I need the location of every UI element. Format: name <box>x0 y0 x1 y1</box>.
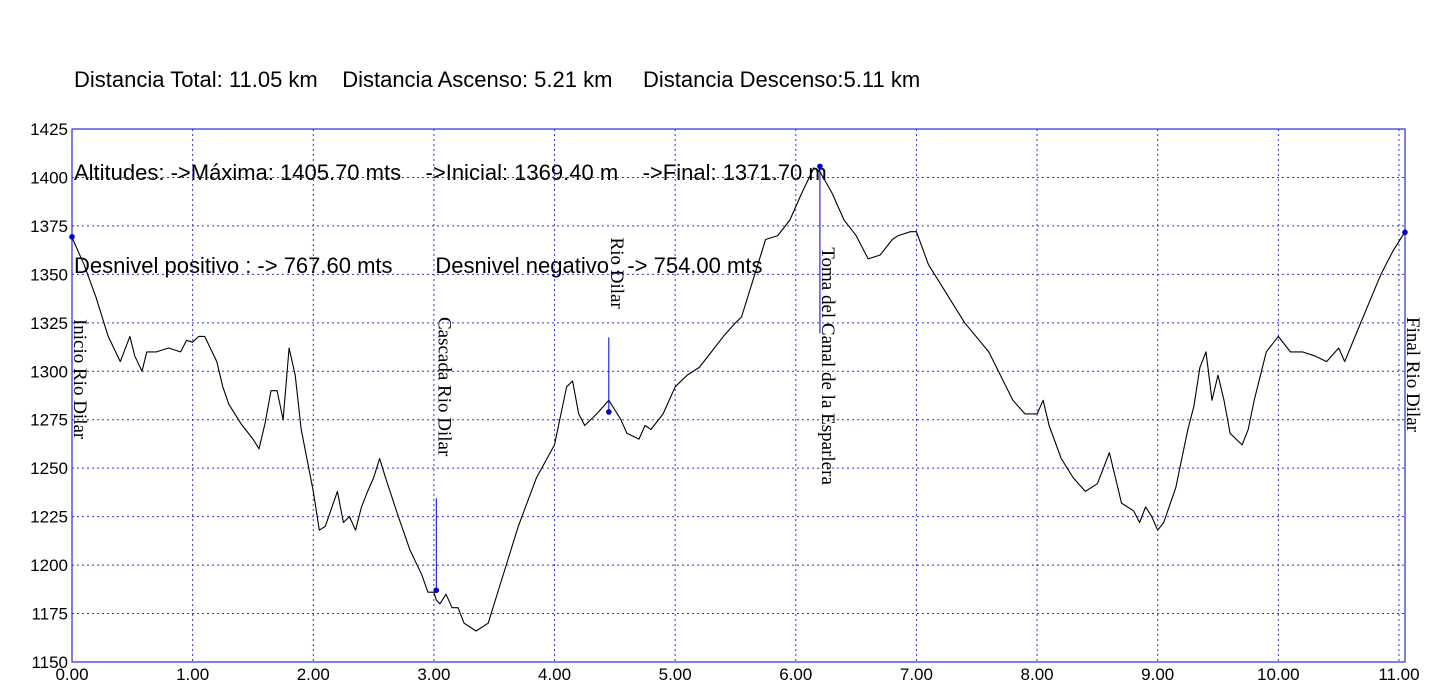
stats-elevation-gain: Desnivel positivo : -> 767.60 mts Desniv… <box>74 253 763 278</box>
waypoint-annotations: Inicio Rio Dilar Cascada Rio Dilar Rio Dil… <box>69 163 1423 594</box>
y-tick-label: 1275 <box>30 411 68 430</box>
x-tick-label: 5.00 <box>659 665 692 684</box>
x-tick-label: 8.00 <box>1021 665 1054 684</box>
y-axis-ticks: 1425 1400 1375 1350 1325 1300 1275 1250 1225 1200… <box>30 120 68 672</box>
x-tick-label: 6.00 <box>779 665 812 684</box>
x-tick-label: 0.00 <box>55 665 88 684</box>
waypoint-label: Final Rio Dilar <box>1402 317 1423 433</box>
stats-altitudes: Altitudes: ->Máxima: 1405.70 mts ->Inici… <box>74 160 827 185</box>
y-tick-label: 1375 <box>30 217 68 236</box>
waypoint: Cascada Rio Dilar <box>433 317 454 594</box>
waypoint-label: Inicio Rio Dilar <box>69 319 90 440</box>
route-stats: Distancia Total: 11.05 km Distancia Asce… <box>74 2 920 312</box>
x-tick-label: 3.00 <box>417 665 450 684</box>
x-tick-label: 7.00 <box>900 665 933 684</box>
x-tick-label: 11.00 <box>1378 665 1419 684</box>
grid-lines <box>72 129 1405 662</box>
waypoint-marker <box>817 163 823 170</box>
stats-distances: Distancia Total: 11.05 km Distancia Asce… <box>74 67 921 92</box>
y-tick-label: 1300 <box>30 362 68 381</box>
elevation-line <box>71 167 1406 632</box>
y-tick-label: 1350 <box>30 265 68 284</box>
x-tick-label: 1.00 <box>176 665 209 684</box>
waypoint-label: Cascada Rio Dilar <box>433 317 454 457</box>
waypoint-marker <box>1402 229 1408 236</box>
waypoint: Inicio Rio Dilar <box>69 233 90 440</box>
y-tick-label: 1325 <box>30 314 68 333</box>
waypoint-marker <box>433 587 440 594</box>
y-tick-label: 1200 <box>30 556 68 575</box>
waypoint: Rio Dilar <box>606 238 627 415</box>
x-axis-ticks: 0.00 1.00 2.00 3.00 4.00 5.00 6.00 7.00 8.00 9.00… <box>55 665 1419 684</box>
y-tick-label: 1150 <box>31 653 68 672</box>
waypoint-label: Rio Dilar <box>606 238 627 310</box>
waypoint: Final Rio Dilar <box>1402 229 1423 433</box>
waypoint-label: Toma del Canal de la Esparlera <box>817 247 838 485</box>
y-tick-label: 1400 <box>30 168 68 187</box>
x-tick-label: 2.00 <box>297 665 330 684</box>
y-tick-label: 1175 <box>31 605 68 624</box>
y-tick-label: 1425 <box>30 120 68 139</box>
waypoint: Toma del Canal de la Esparlera <box>817 163 838 485</box>
waypoint-marker <box>606 409 612 415</box>
y-tick-label: 1225 <box>30 508 68 527</box>
x-tick-label: 4.00 <box>538 665 571 684</box>
waypoint-marker <box>69 233 75 240</box>
x-tick-label: 9.00 <box>1141 665 1174 684</box>
y-tick-label: 1250 <box>30 459 68 478</box>
plot-frame <box>71 128 1406 663</box>
x-tick-label: 10.00 <box>1257 665 1300 684</box>
